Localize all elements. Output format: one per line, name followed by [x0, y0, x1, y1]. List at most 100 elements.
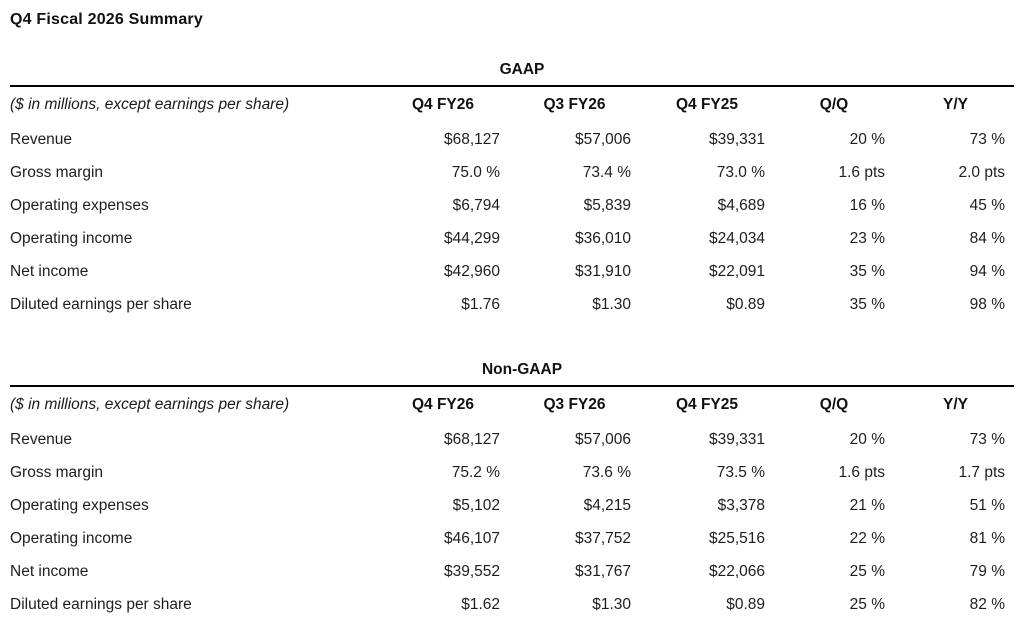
cell: $68,127: [443, 130, 500, 148]
gaap-unit-note: ($ in millions, except earnings per shar…: [10, 96, 290, 113]
cell: $6,794: [452, 196, 500, 214]
row-label: Operating expenses: [10, 496, 149, 514]
table-row: Revenue $68,127 $57,006 $39,331 20 % 73 …: [10, 423, 1014, 456]
cell: $42,960: [443, 262, 500, 280]
cell: 1.6 pts: [838, 163, 885, 181]
cell: $57,006: [574, 130, 631, 148]
gaap-header-row: ($ in millions, except earnings per shar…: [10, 86, 1014, 123]
cell: $22,066: [708, 562, 765, 580]
cell: $31,910: [574, 262, 631, 280]
cell: 20 %: [849, 130, 885, 148]
gaap-section: GAAP ($ in millions, except earnings per…: [10, 60, 1014, 321]
cell: 98 %: [969, 295, 1005, 313]
cell: $24,034: [708, 229, 765, 247]
non-gaap-column-header-yy: Y/Y: [943, 396, 968, 413]
cell: $39,331: [708, 430, 765, 448]
gaap-column-header-q4fy25: Q4 FY25: [675, 96, 739, 113]
gaap-column-header-q3fy26: Q3 FY26: [543, 96, 606, 113]
cell: $39,552: [443, 562, 500, 580]
table-row: Net income $42,960 $31,910 $22,091 35 % …: [10, 255, 1014, 288]
cell: 73 %: [969, 130, 1005, 148]
table-row: Diluted earnings per share $1.76 $1.30 $…: [10, 288, 1014, 321]
row-label: Gross margin: [10, 463, 104, 481]
table-row: Gross margin 75.0 % 73.4 % 73.0 % 1.6 pt…: [10, 156, 1014, 189]
gaap-column-header-yy: Y/Y: [943, 96, 968, 113]
row-label: Operating income: [10, 229, 133, 247]
gaap-table: ($ in millions, except earnings per shar…: [10, 85, 1014, 321]
row-label: Operating income: [10, 529, 133, 547]
cell: $1.30: [592, 295, 631, 313]
gaap-table-caption: GAAP: [499, 61, 545, 78]
cell: 20 %: [849, 430, 885, 448]
cell: $37,752: [574, 529, 631, 547]
table-row: Diluted earnings per share $1.62 $1.30 $…: [10, 588, 1014, 621]
cell: $57,006: [574, 430, 631, 448]
cell: 23 %: [849, 229, 885, 247]
gaap-column-header-q4fy26: Q4 FY26: [411, 96, 475, 113]
cell: $4,689: [717, 196, 765, 214]
row-label: Net income: [10, 262, 89, 280]
table-row: Operating expenses $5,102 $4,215 $3,378 …: [10, 489, 1014, 522]
cell: $1.62: [461, 595, 500, 613]
cell: 84 %: [969, 229, 1005, 247]
cell: 25 %: [849, 595, 885, 613]
non-gaap-column-header-qq: Q/Q: [819, 396, 849, 413]
cell: 1.6 pts: [838, 463, 885, 481]
non-gaap-column-header-q4fy25: Q4 FY25: [675, 396, 739, 413]
cell: $1.76: [461, 295, 500, 313]
non-gaap-unit-note: ($ in millions, except earnings per shar…: [10, 396, 290, 413]
cell: 73 %: [969, 430, 1005, 448]
cell: $0.89: [726, 595, 765, 613]
non-gaap-header-row: ($ in millions, except earnings per shar…: [10, 386, 1014, 423]
non-gaap-table-caption: Non-GAAP: [481, 361, 563, 378]
cell: 75.2 %: [451, 463, 500, 481]
cell: $68,127: [443, 430, 500, 448]
cell: 82 %: [969, 595, 1005, 613]
cell: 75.0 %: [451, 163, 500, 181]
table-row: Gross margin 75.2 % 73.6 % 73.5 % 1.6 pt…: [10, 456, 1014, 489]
cell: $25,516: [708, 529, 765, 547]
cell: $0.89: [726, 295, 765, 313]
non-gaap-section: Non-GAAP ($ in millions, except earnings…: [10, 360, 1014, 621]
cell: 51 %: [969, 496, 1005, 514]
non-gaap-column-header-q4fy26: Q4 FY26: [411, 396, 475, 413]
table-row: Operating income $44,299 $36,010 $24,034…: [10, 222, 1014, 255]
row-label: Revenue: [10, 430, 73, 448]
cell: $5,102: [452, 496, 500, 514]
cell: 73.0 %: [716, 163, 765, 181]
cell: 16 %: [849, 196, 885, 214]
cell: 79 %: [969, 562, 1005, 580]
non-gaap-table: ($ in millions, except earnings per shar…: [10, 385, 1014, 621]
cell: 25 %: [849, 562, 885, 580]
cell: 35 %: [849, 295, 885, 313]
cell: $3,378: [717, 496, 765, 514]
cell: 1.7 pts: [958, 463, 1005, 481]
cell: $5,839: [583, 196, 631, 214]
cell: $22,091: [708, 262, 765, 280]
table-row: Operating income $46,107 $37,752 $25,516…: [10, 522, 1014, 555]
cell: $36,010: [574, 229, 631, 247]
row-label: Diluted earnings per share: [10, 595, 192, 613]
cell: $31,767: [574, 562, 631, 580]
row-label: Diluted earnings per share: [10, 295, 192, 313]
cell: 45 %: [969, 196, 1005, 214]
cell: $1.30: [592, 595, 631, 613]
cell: $44,299: [443, 229, 500, 247]
non-gaap-column-header-q3fy26: Q3 FY26: [543, 396, 606, 413]
row-label: Revenue: [10, 130, 73, 148]
cell: 94 %: [969, 262, 1005, 280]
row-label: Gross margin: [10, 163, 104, 181]
row-label: Operating expenses: [10, 196, 149, 214]
table-row: Net income $39,552 $31,767 $22,066 25 % …: [10, 555, 1014, 588]
page-title: Q4 Fiscal 2026 Summary: [10, 11, 203, 28]
cell: 73.6 %: [582, 463, 631, 481]
cell: $39,331: [708, 130, 765, 148]
table-row: Operating expenses $6,794 $5,839 $4,689 …: [10, 189, 1014, 222]
cell: 73.4 %: [582, 163, 631, 181]
cell: 73.5 %: [716, 463, 765, 481]
cell: $46,107: [443, 529, 500, 547]
cell: 21 %: [849, 496, 885, 514]
cell: 22 %: [849, 529, 885, 547]
cell: 81 %: [969, 529, 1005, 547]
